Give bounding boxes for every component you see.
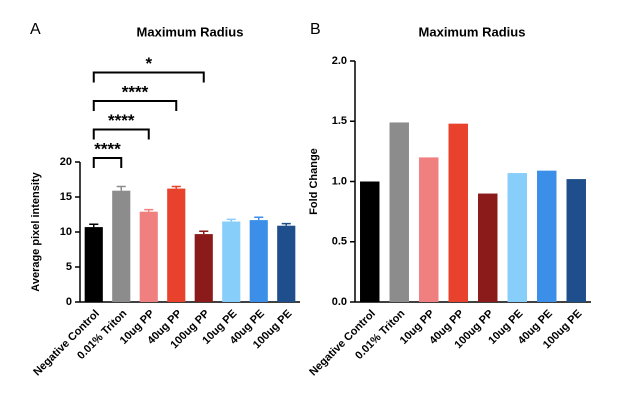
y-tick-label: 5 bbox=[66, 261, 72, 273]
bar bbox=[448, 123, 468, 302]
significance-label: * bbox=[145, 54, 152, 73]
bar bbox=[566, 179, 586, 302]
y-axis-label: Average pixel intensity bbox=[30, 171, 42, 291]
bar bbox=[84, 227, 103, 302]
bar bbox=[389, 122, 409, 302]
significance-label: **** bbox=[122, 82, 149, 101]
significance-label: **** bbox=[94, 139, 121, 158]
chart-title: Maximum Radius bbox=[419, 24, 526, 39]
error-bar bbox=[144, 208, 154, 212]
error-bar bbox=[171, 185, 181, 189]
significance-bracket bbox=[92, 128, 150, 140]
bar bbox=[112, 190, 131, 302]
y-tick-label: 2.0 bbox=[332, 55, 347, 67]
panel-label: B bbox=[310, 21, 321, 38]
bar bbox=[419, 157, 439, 302]
bar bbox=[537, 170, 557, 302]
bar bbox=[194, 234, 213, 302]
bar bbox=[167, 188, 186, 302]
bar bbox=[478, 193, 498, 302]
y-tick-label: 1.0 bbox=[332, 175, 347, 187]
y-tick-label: 0.0 bbox=[332, 296, 347, 308]
y-tick-label: 0 bbox=[66, 296, 72, 308]
y-tick-label: 10 bbox=[60, 226, 72, 238]
y-axis-label: Fold Change bbox=[308, 148, 320, 215]
panel-label: A bbox=[30, 21, 41, 38]
error-bar bbox=[116, 185, 126, 191]
significance-bracket bbox=[92, 157, 123, 168]
bar bbox=[277, 225, 296, 302]
chart-title: Maximum Radius bbox=[137, 24, 244, 39]
bar bbox=[222, 221, 241, 302]
significance-bracket bbox=[92, 100, 178, 111]
error-bar bbox=[226, 218, 236, 222]
error-bar bbox=[89, 223, 99, 228]
error-bar bbox=[199, 230, 209, 235]
bar bbox=[249, 220, 268, 302]
error-bar bbox=[254, 216, 264, 221]
error-bar bbox=[281, 222, 291, 226]
y-tick-label: 0.5 bbox=[332, 236, 347, 248]
significance-bracket bbox=[92, 71, 205, 83]
y-tick-label: 1.5 bbox=[332, 115, 347, 127]
y-tick-label: 15 bbox=[60, 191, 72, 203]
bar bbox=[139, 211, 158, 302]
significance-label: **** bbox=[108, 111, 135, 130]
y-tick-label: 20 bbox=[60, 156, 72, 168]
bar bbox=[360, 181, 380, 302]
bar bbox=[507, 173, 527, 302]
